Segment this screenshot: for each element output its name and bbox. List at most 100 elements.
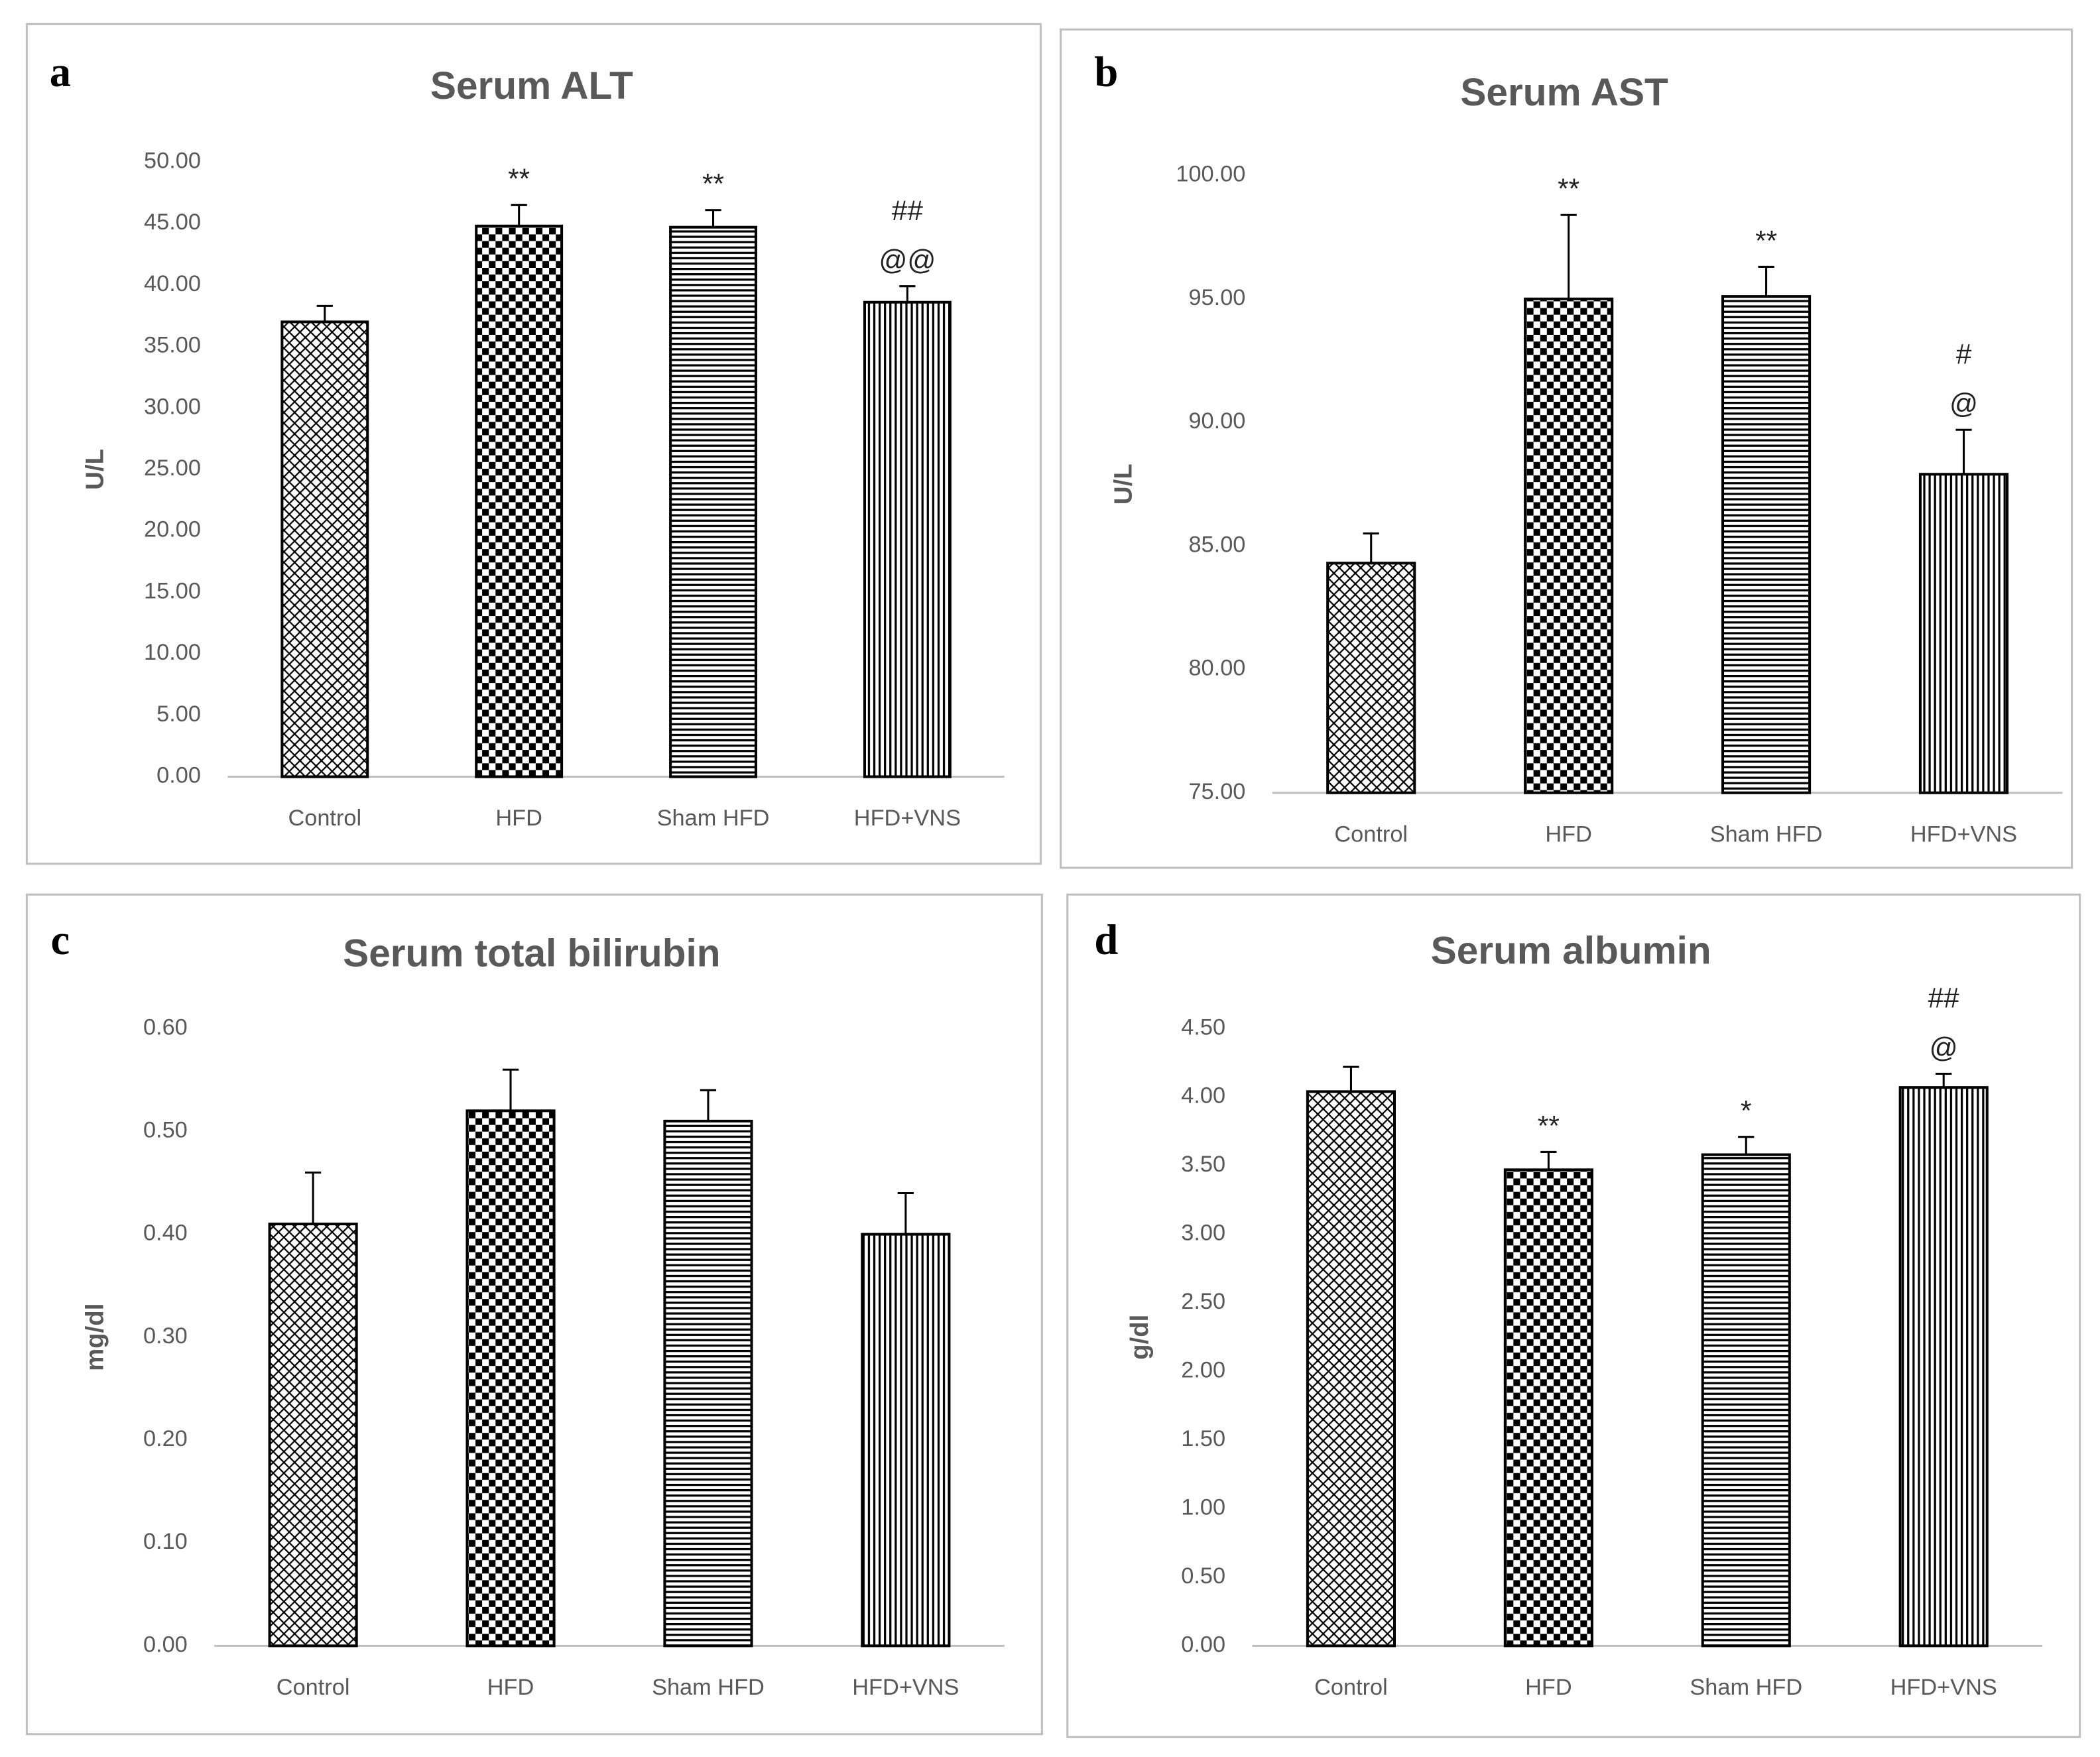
y-tick-label: 3.00 [1181,1221,1225,1246]
error-bar [705,209,721,227]
x-tick-label: HFD+VNS [1890,1675,1997,1700]
significance-mark: ** [1755,225,1777,256]
chart-title: Serum ALT [430,64,633,107]
error-bar [316,304,333,322]
y-tick-label: 0.40 [143,1221,188,1246]
panel-letter: c [51,916,70,963]
bar [669,225,757,778]
error-bar [1936,1072,1952,1088]
x-tick-label: Sham HFD [1710,821,1823,847]
y-tick-label: 0.20 [143,1426,188,1451]
chart-title: Serum total bilirubin [343,932,720,975]
significance-mark: @@ [879,245,936,276]
y-tick-label: 75.00 [1188,779,1245,804]
significance-mark: ## [892,195,924,226]
y-tick-label: 35.00 [144,333,201,358]
y-tick-label: 1.50 [1181,1426,1225,1451]
y-tick-label: 85.00 [1188,532,1245,557]
bar [1918,473,2009,794]
panel-letter: d [1094,916,1118,963]
error-bar [502,1068,519,1111]
bar [475,224,564,778]
y-tick-label: 10.00 [144,640,201,665]
y-tick-label: 30.00 [144,394,201,419]
y-tick-label: 45.00 [144,210,201,235]
x-tick-label: HFD [1545,821,1592,847]
x-tick-label: HFD+VNS [852,1675,959,1700]
y-tick-label: 95.00 [1188,285,1245,310]
bar [268,1223,358,1648]
x-tick-label: Control [1314,1675,1388,1700]
y-tick-label: 100.00 [1176,162,1245,187]
error-bar [305,1171,322,1225]
panel-letter: b [1094,48,1118,95]
error-bar [1955,428,1972,475]
y-tick-label: 0.50 [1181,1563,1225,1589]
y-tick-label: 90.00 [1188,408,1245,434]
x-tick-label: HFD [495,806,542,831]
bar [1701,1153,1791,1648]
y-tick-label: 0.00 [1181,1632,1225,1657]
y-tick-label: 25.00 [144,455,201,481]
x-tick-label: HFD [1525,1675,1572,1700]
x-tick-label: Control [288,806,361,831]
error-bar [511,204,527,226]
y-tick-label: 0.50 [143,1117,188,1142]
panel-frame [25,893,1043,1736]
y-tick-label: 5.00 [156,701,201,727]
error-bar [1343,1065,1359,1092]
bar [863,300,952,778]
y-tick-label: 20.00 [144,517,201,542]
y-tick-label: 2.50 [1181,1289,1225,1314]
significance-mark: # [1956,338,1972,369]
y-tick-label: 0.00 [156,763,201,788]
panel-frame [1060,28,2073,869]
significance-mark: ## [1928,983,1960,1014]
y-tick-label: 0.30 [143,1323,188,1349]
significance-mark: * [1741,1095,1752,1126]
significance-mark: ** [508,163,530,194]
x-tick-label: Sham HFD [652,1675,765,1700]
y-axis-label: g/dl [1125,1315,1154,1360]
error-bar [899,285,916,302]
y-tick-label: 0.00 [143,1632,188,1657]
y-tick-label: 4.50 [1181,1014,1225,1040]
chart-title: Serum albumin [1431,930,1711,973]
x-tick-label: Control [1334,821,1408,847]
panel-frame [25,23,1042,865]
y-tick-label: 2.00 [1181,1358,1225,1383]
y-tick-label: 50.00 [144,148,201,173]
bar [465,1109,556,1648]
y-tick-label: 15.00 [144,578,201,603]
x-tick-label: Control [277,1675,350,1700]
significance-mark: @ [1930,1032,1958,1063]
bar [1306,1090,1396,1648]
error-bar [700,1089,717,1121]
error-bar [897,1191,914,1235]
y-tick-label: 40.00 [144,271,201,296]
y-axis-label: U/L [1109,463,1138,505]
panel-letter: a [50,48,71,95]
error-bar [1540,1150,1557,1170]
y-tick-label: 3.50 [1181,1152,1225,1177]
x-tick-label: HFD+VNS [854,806,961,831]
significance-mark: ** [1558,173,1579,204]
x-tick-label: Sham HFD [1690,1675,1802,1700]
bar [1524,297,1614,794]
bar [1326,562,1416,794]
chart-title: Serum AST [1460,71,1668,114]
bar [1721,295,1812,794]
significance-mark: ** [702,168,724,200]
x-tick-label: HFD+VNS [1910,821,2017,847]
y-tick-label: 0.10 [143,1529,188,1554]
significance-mark: @ [1949,388,1978,419]
y-axis-label: U/L [81,449,109,490]
y-tick-label: 1.00 [1181,1494,1225,1520]
y-tick-label: 0.60 [143,1014,188,1040]
x-tick-label: HFD [487,1675,534,1700]
bar [280,320,369,778]
bar [861,1233,951,1648]
error-bar [1560,213,1577,299]
panel-frame [1066,893,2081,1738]
